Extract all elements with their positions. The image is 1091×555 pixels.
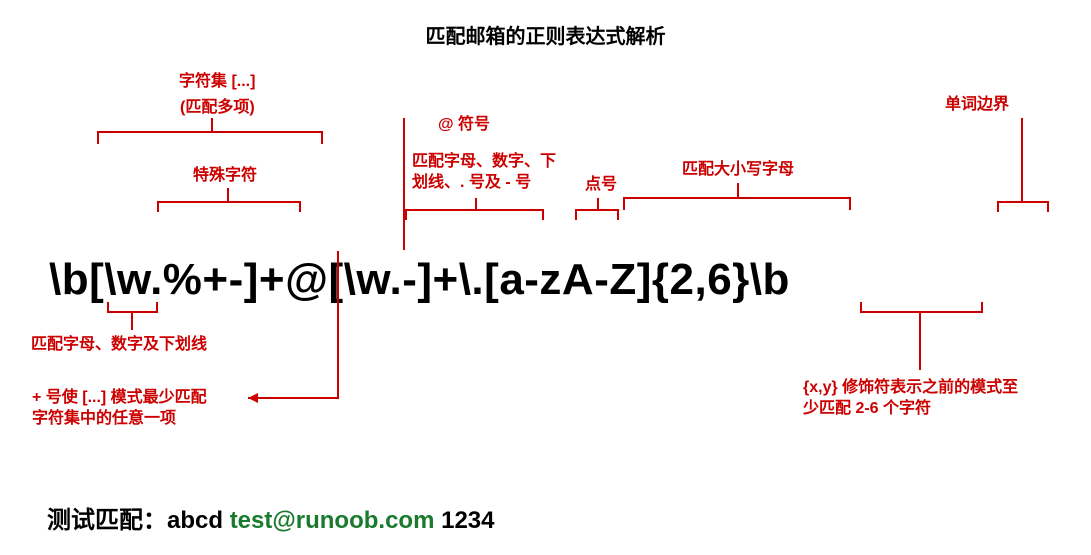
label-special: 特殊字符 xyxy=(193,166,257,187)
label-word-boundary: 单词边界 xyxy=(945,95,1009,116)
regex-expression: \b[\w.%+-]+@[\w.-]+\.[a-zA-Z]{2,6}\b xyxy=(49,255,790,305)
label-dot: 点号 xyxy=(585,175,617,196)
test-match-line: 测试匹配：abcd test@runoob.com 1234 xyxy=(47,500,495,535)
label-quantifier: {x,y} 修饰符表示之前的模式至少匹配 2-6 个字符 xyxy=(803,378,1018,420)
label-alpha: 匹配大小写字母 xyxy=(682,160,794,181)
label-plus: + 号使 [...] 模式最少匹配字符集中的任意一项 xyxy=(32,388,207,430)
label-domain-chars: 匹配字母、数字、下划线、. 号及 - 号 xyxy=(412,152,556,194)
label-charset2: (匹配多项) xyxy=(180,98,255,119)
label-at: @ 符号 xyxy=(438,115,490,136)
test-suffix: 1234 xyxy=(434,507,494,534)
label-word-under: 匹配字母、数字及下划线 xyxy=(31,335,207,356)
test-prefix: 测试匹配：abcd xyxy=(47,507,230,534)
diagram-title: 匹配邮箱的正则表达式解析 xyxy=(0,20,1091,49)
label-charset1: 字符集 [...] xyxy=(179,72,255,93)
test-match: test@runoob.com xyxy=(230,507,435,534)
